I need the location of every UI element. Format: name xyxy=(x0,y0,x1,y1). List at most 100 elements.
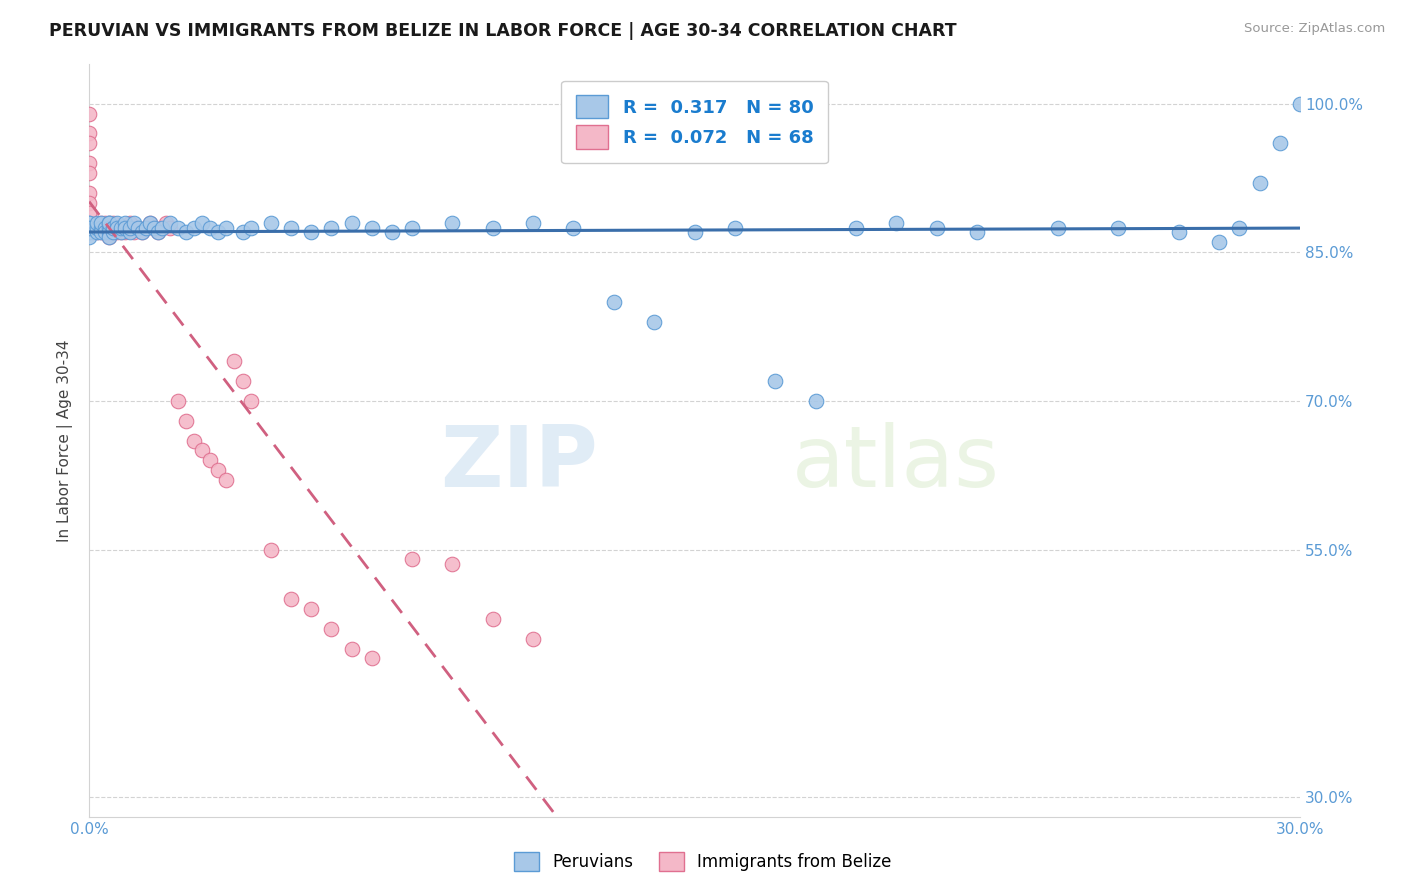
Point xyxy=(118,220,141,235)
Point xyxy=(77,106,100,120)
Point xyxy=(1208,235,1230,250)
Point xyxy=(845,220,868,235)
Point xyxy=(481,612,503,626)
Point xyxy=(90,220,112,235)
Point xyxy=(280,592,302,607)
Point xyxy=(86,226,108,240)
Text: Source: ZipAtlas.com: Source: ZipAtlas.com xyxy=(1244,22,1385,36)
Point xyxy=(167,393,190,408)
Point xyxy=(114,216,136,230)
Point xyxy=(231,374,253,388)
Point xyxy=(114,220,136,235)
Point xyxy=(1168,226,1191,240)
Point xyxy=(1289,96,1312,111)
Point xyxy=(299,602,322,616)
Point xyxy=(401,220,423,235)
Point xyxy=(1249,176,1271,190)
Point xyxy=(299,226,322,240)
Point xyxy=(122,216,145,230)
Text: atlas: atlas xyxy=(792,422,1000,505)
Point xyxy=(966,226,988,240)
Point xyxy=(150,220,173,235)
Point xyxy=(925,220,948,235)
Point xyxy=(441,216,464,230)
Point xyxy=(159,220,181,235)
Point xyxy=(131,226,153,240)
Point xyxy=(643,315,665,329)
Point xyxy=(200,220,222,235)
Point xyxy=(200,453,222,467)
Point xyxy=(77,226,100,240)
Point xyxy=(86,216,108,230)
Point xyxy=(142,220,165,235)
Point xyxy=(107,226,129,240)
Point xyxy=(77,216,100,230)
Point xyxy=(94,226,117,240)
Point xyxy=(77,216,100,230)
Point xyxy=(724,220,747,235)
Point xyxy=(86,220,108,235)
Point xyxy=(381,226,404,240)
Point xyxy=(1268,136,1291,151)
Point xyxy=(110,226,132,240)
Point xyxy=(763,374,786,388)
Point xyxy=(231,226,253,240)
Point xyxy=(77,166,100,180)
Point xyxy=(886,216,908,230)
Point xyxy=(260,542,283,557)
Point xyxy=(77,195,100,210)
Legend: R =  0.317   N = 80, R =  0.072   N = 68: R = 0.317 N = 80, R = 0.072 N = 68 xyxy=(561,80,828,163)
Point xyxy=(77,226,100,240)
Point xyxy=(340,216,363,230)
Point xyxy=(360,220,382,235)
Text: PERUVIAN VS IMMIGRANTS FROM BELIZE IN LABOR FORCE | AGE 30-34 CORRELATION CHART: PERUVIAN VS IMMIGRANTS FROM BELIZE IN LA… xyxy=(49,22,957,40)
Point xyxy=(321,220,343,235)
Point xyxy=(135,220,157,235)
Point xyxy=(103,216,125,230)
Point xyxy=(239,220,262,235)
Point xyxy=(174,414,197,428)
Point xyxy=(77,156,100,170)
Point xyxy=(155,216,177,230)
Point xyxy=(77,186,100,200)
Point xyxy=(77,205,100,219)
Point xyxy=(138,216,160,230)
Point xyxy=(98,220,121,235)
Point xyxy=(401,552,423,566)
Point xyxy=(191,443,214,458)
Point xyxy=(77,220,100,235)
Point xyxy=(82,226,104,240)
Point xyxy=(159,216,181,230)
Point xyxy=(239,393,262,408)
Point xyxy=(215,473,238,487)
Point xyxy=(114,220,136,235)
Point xyxy=(94,220,117,235)
Point xyxy=(98,216,121,230)
Point xyxy=(82,220,104,235)
Point xyxy=(94,220,117,235)
Point xyxy=(122,226,145,240)
Point xyxy=(683,226,706,240)
Y-axis label: In Labor Force | Age 30-34: In Labor Force | Age 30-34 xyxy=(58,339,73,541)
Point xyxy=(360,651,382,665)
Point xyxy=(804,393,827,408)
Point xyxy=(142,220,165,235)
Point xyxy=(321,622,343,636)
Point xyxy=(603,294,626,309)
Point xyxy=(131,226,153,240)
Point xyxy=(86,220,108,235)
Legend: Peruvians, Immigrants from Belize: Peruvians, Immigrants from Belize xyxy=(506,843,900,880)
Point xyxy=(103,220,125,235)
Point xyxy=(224,354,246,368)
Point xyxy=(98,220,121,235)
Point xyxy=(98,216,121,230)
Point xyxy=(167,220,190,235)
Point xyxy=(103,220,125,235)
Point xyxy=(207,226,229,240)
Point xyxy=(98,216,121,230)
Point xyxy=(77,220,100,235)
Point xyxy=(260,216,283,230)
Point xyxy=(107,220,129,235)
Point xyxy=(90,226,112,240)
Point xyxy=(90,220,112,235)
